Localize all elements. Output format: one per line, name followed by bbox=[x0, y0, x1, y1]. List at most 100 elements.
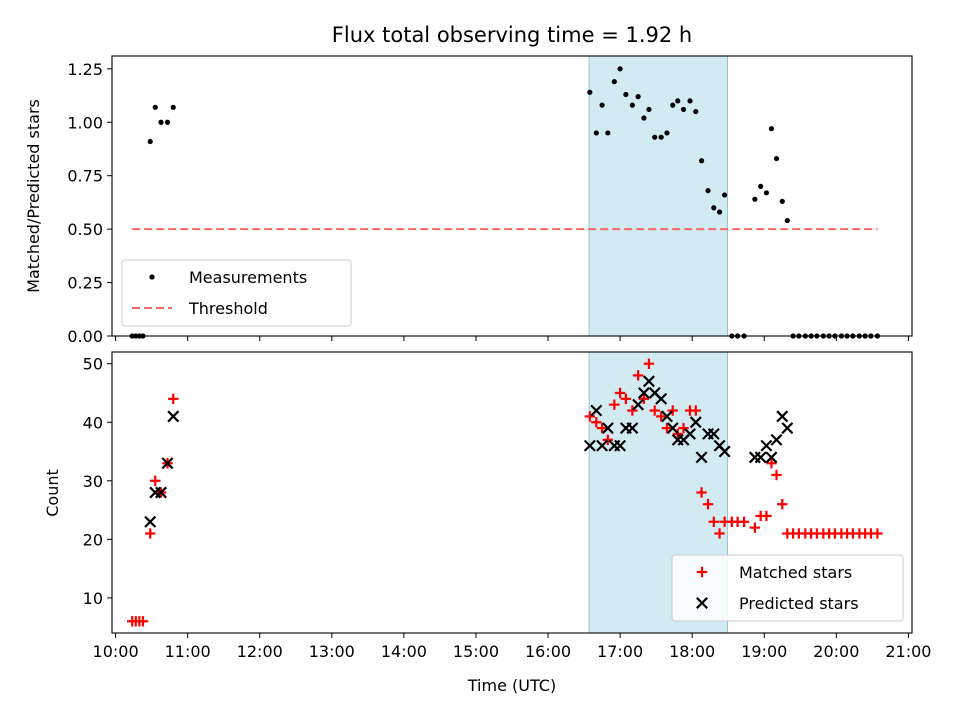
data-point bbox=[660, 410, 673, 423]
legend-marker bbox=[696, 597, 708, 609]
data-point bbox=[161, 457, 174, 470]
y-tick-label: 0.25 bbox=[67, 274, 103, 293]
data-point bbox=[693, 108, 699, 115]
data-point bbox=[147, 138, 153, 145]
data-point bbox=[649, 405, 660, 416]
data-point bbox=[708, 516, 720, 527]
data-point bbox=[641, 115, 647, 121]
data-point bbox=[661, 422, 673, 434]
data-point bbox=[784, 217, 790, 224]
bottom-panel: 10:00 11:00 12:00 13:00 14:00 15:00 16:00 17:00… bbox=[83, 351, 931, 661]
data-point bbox=[164, 119, 171, 125]
data-point bbox=[678, 422, 689, 434]
x-tick-label: 11:00 bbox=[165, 642, 211, 661]
data-point bbox=[170, 104, 176, 110]
legend-box bbox=[671, 554, 904, 622]
data-point bbox=[596, 439, 609, 452]
data-point bbox=[144, 528, 156, 539]
x-tick-label: 19:00 bbox=[741, 642, 787, 661]
y-tick-label: 0.00 bbox=[67, 327, 103, 346]
data-point bbox=[635, 94, 641, 100]
data-point bbox=[638, 393, 650, 405]
y-tick-label: 50 bbox=[83, 355, 103, 374]
data-point bbox=[690, 405, 701, 416]
data-point bbox=[591, 417, 602, 428]
data-point bbox=[593, 130, 599, 136]
legend-marker bbox=[696, 566, 708, 578]
x-axis-label: Time (UTC) bbox=[467, 676, 556, 695]
data-point bbox=[602, 434, 614, 446]
legend-item: Predicted stars bbox=[696, 594, 859, 613]
data-point bbox=[596, 422, 608, 434]
x-tick-label: 16:00 bbox=[525, 642, 571, 661]
x-tick-label: 18:00 bbox=[669, 642, 715, 661]
data-point bbox=[761, 510, 772, 522]
axes-frame bbox=[111, 351, 913, 634]
top-y-axis-label: Matched/Predicted stars bbox=[24, 99, 43, 293]
data-point bbox=[158, 119, 164, 125]
data-point bbox=[637, 387, 650, 399]
legend-box bbox=[121, 259, 352, 327]
data-point bbox=[632, 398, 645, 411]
data-point bbox=[768, 126, 775, 132]
legend-item: Measurements bbox=[149, 268, 307, 287]
data-point bbox=[670, 102, 676, 108]
data-point bbox=[763, 190, 770, 196]
data-point bbox=[770, 433, 783, 446]
x-tick-label: 17:00 bbox=[597, 642, 643, 661]
x-tick-label: 21:00 bbox=[885, 642, 931, 661]
data-point bbox=[583, 439, 596, 452]
legend: Matched stars Predicted stars bbox=[671, 554, 904, 622]
top-panel: 0.00 0.25 0.50 0.75 1.00 1.25 Measurements Thre… bbox=[67, 55, 913, 346]
data-point bbox=[144, 515, 157, 528]
axes-frame bbox=[111, 55, 913, 337]
data-point bbox=[168, 393, 179, 405]
data-point bbox=[707, 427, 720, 440]
data-point bbox=[664, 130, 670, 136]
y-tick-label: 10 bbox=[83, 589, 103, 608]
data-point bbox=[781, 422, 794, 435]
bottom-y-axis-label: Count bbox=[43, 469, 62, 517]
legend-label: Predicted stars bbox=[739, 594, 859, 613]
data-point bbox=[617, 66, 623, 72]
data-point bbox=[655, 392, 668, 405]
data-point bbox=[666, 422, 679, 435]
data-point bbox=[658, 134, 664, 140]
legend-label: Measurements bbox=[189, 268, 307, 287]
y-tick-label: 20 bbox=[83, 530, 103, 549]
data-point bbox=[587, 89, 593, 95]
legend-marker bbox=[149, 274, 155, 280]
series-predicted-stars bbox=[144, 375, 794, 528]
data-point bbox=[137, 616, 149, 627]
data-point bbox=[629, 102, 635, 108]
data-point bbox=[687, 98, 693, 104]
data-point bbox=[601, 422, 614, 435]
data-point bbox=[696, 487, 707, 498]
data-point bbox=[695, 451, 708, 464]
data-point bbox=[689, 416, 702, 429]
x-tick-label: 10:00 bbox=[93, 642, 139, 661]
series-matched-stars bbox=[126, 358, 883, 627]
data-point bbox=[776, 410, 789, 423]
data-point bbox=[642, 375, 655, 388]
data-point bbox=[718, 445, 731, 458]
data-point bbox=[754, 451, 767, 464]
x-tick-label: 15:00 bbox=[453, 642, 499, 661]
data-point bbox=[698, 158, 705, 164]
data-point bbox=[777, 499, 788, 510]
data-point bbox=[623, 91, 629, 98]
observing-window-band bbox=[588, 55, 728, 337]
data-point bbox=[711, 205, 717, 211]
data-point bbox=[150, 475, 161, 486]
data-point bbox=[652, 134, 658, 140]
data-point bbox=[705, 188, 711, 194]
x-tick-label: 20:00 bbox=[813, 642, 859, 661]
data-point bbox=[643, 358, 655, 369]
chart-title: Flux total observing time = 1.92 h bbox=[332, 23, 692, 47]
data-point bbox=[152, 104, 158, 110]
x-tick-label: 14:00 bbox=[381, 642, 427, 661]
data-point bbox=[632, 370, 644, 381]
data-point bbox=[749, 522, 761, 533]
data-point bbox=[620, 393, 632, 405]
data-point bbox=[605, 130, 611, 136]
